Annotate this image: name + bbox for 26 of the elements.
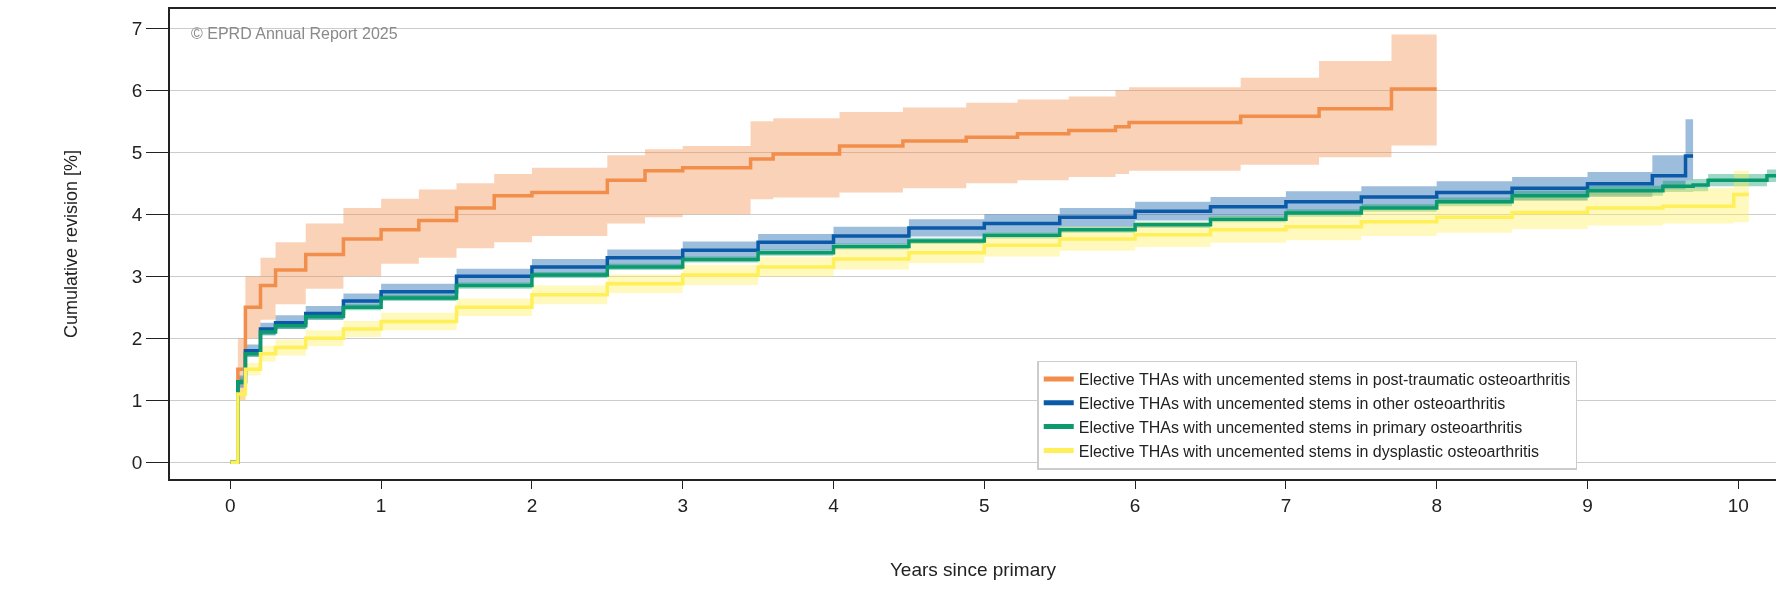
x-tick-label: 3 xyxy=(677,494,688,516)
y-tick-label: 4 xyxy=(131,203,143,225)
y-tick-label: 1 xyxy=(131,389,143,411)
legend-label: Elective THAs with uncemented stems in primary osteoarthritis xyxy=(1078,418,1523,436)
legend-label: Elective THAs with uncemented stems in post-traumatic osteoarthritis xyxy=(1078,371,1571,389)
x-tick-label: 8 xyxy=(1431,494,1442,516)
legend-label: Elective THAs with uncemented stems in other osteoarthritis xyxy=(1078,395,1506,413)
annotation: © EPRD Annual Report 2025 xyxy=(191,25,398,42)
y-tick-label: 7 xyxy=(131,17,143,39)
x-tick-label: 4 xyxy=(828,494,840,516)
x-tick-label: 1 xyxy=(375,494,387,516)
y-tick-label: 6 xyxy=(131,79,143,101)
y-tick-label: 3 xyxy=(131,265,143,287)
y-tick-label: 2 xyxy=(131,327,143,349)
x-tick-label: 7 xyxy=(1280,494,1292,516)
x-tick-label: 9 xyxy=(1582,494,1593,516)
x-tick-label: 10 xyxy=(1727,494,1749,516)
y-tick-label: 0 xyxy=(131,451,143,473)
x-tick-label: 5 xyxy=(979,494,990,516)
y-axis-title: Cumulative revision [%] xyxy=(60,149,81,339)
legend-label: Elective THAs with uncemented stems in dysplastic osteoarthritis xyxy=(1078,442,1540,460)
x-tick-label: 0 xyxy=(225,494,236,516)
y-tick-label: 5 xyxy=(131,141,143,163)
x-axis-title: Years since primary xyxy=(889,558,1057,580)
x-tick-label: 2 xyxy=(526,494,538,516)
x-tick-label: 6 xyxy=(1129,494,1141,516)
